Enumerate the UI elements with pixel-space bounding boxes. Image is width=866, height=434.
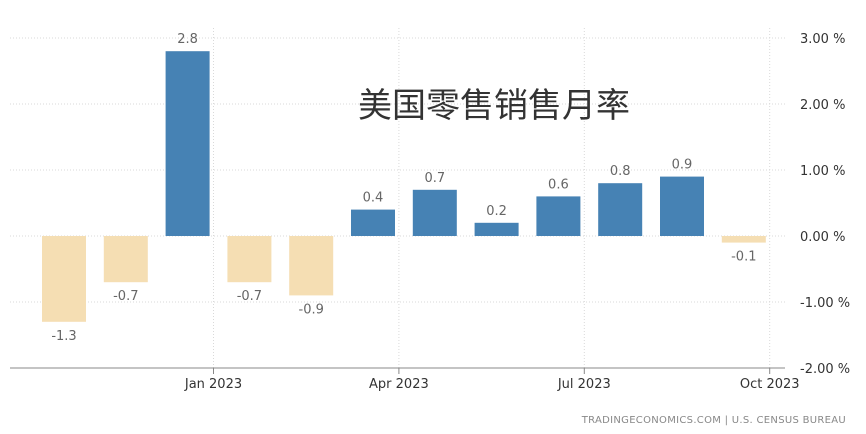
bar xyxy=(351,209,395,236)
x-tick-label: Oct 2023 xyxy=(740,377,800,392)
bar xyxy=(42,236,86,322)
data-label: -1.3 xyxy=(51,329,76,344)
bar xyxy=(474,222,519,236)
data-label: 0.8 xyxy=(610,164,631,179)
data-label: 0.2 xyxy=(486,204,507,219)
data-label: -0.9 xyxy=(299,302,324,317)
data-label: 2.8 xyxy=(177,32,198,47)
y-tick-label: 2.00 % xyxy=(800,98,845,113)
data-label: 0.9 xyxy=(672,158,693,173)
y-axis: 3.00 % 2.00 % 1.00 % 0.00 % -1.00 % -2.00 % xyxy=(800,32,850,377)
y-tick-label: -2.00 % xyxy=(800,362,850,377)
bar xyxy=(165,51,210,237)
x-tick-label: Jul 2023 xyxy=(557,377,611,392)
bar xyxy=(103,236,148,283)
chart-title: 美国零售销售月率 xyxy=(358,86,630,126)
data-label: 0.7 xyxy=(424,171,445,186)
data-label: -0.1 xyxy=(731,250,756,265)
y-tick-label: 3.00 % xyxy=(800,32,845,47)
bar xyxy=(289,236,334,296)
bar xyxy=(660,176,704,236)
x-tick-label: Jan 2023 xyxy=(184,377,242,392)
data-label: -0.7 xyxy=(237,289,262,304)
data-label: 0.4 xyxy=(363,191,384,206)
bars xyxy=(42,51,766,322)
x-axis: Jan 2023 Apr 2023 Jul 2023 Oct 2023 xyxy=(10,367,800,392)
data-label: -0.7 xyxy=(113,289,138,304)
y-tick-label: 1.00 % xyxy=(800,164,845,179)
data-label: 0.6 xyxy=(548,177,569,192)
y-tick-label: -1.00 % xyxy=(800,296,850,311)
bar xyxy=(598,183,643,236)
x-tick-label: Apr 2023 xyxy=(369,377,429,392)
source-credit: TRADINGECONOMICS.COM | U.S. CENSUS BUREA… xyxy=(581,415,846,426)
data-labels: -1.3 -0.7 2.8 -0.7 -0.9 0.4 0.7 0.2 0.6 0.8 0.9 -0.… xyxy=(51,32,756,344)
bar xyxy=(721,236,766,243)
bar xyxy=(536,196,581,236)
bar xyxy=(412,189,457,236)
y-tick-label: 0.00 % xyxy=(800,230,845,245)
bar xyxy=(227,236,272,283)
